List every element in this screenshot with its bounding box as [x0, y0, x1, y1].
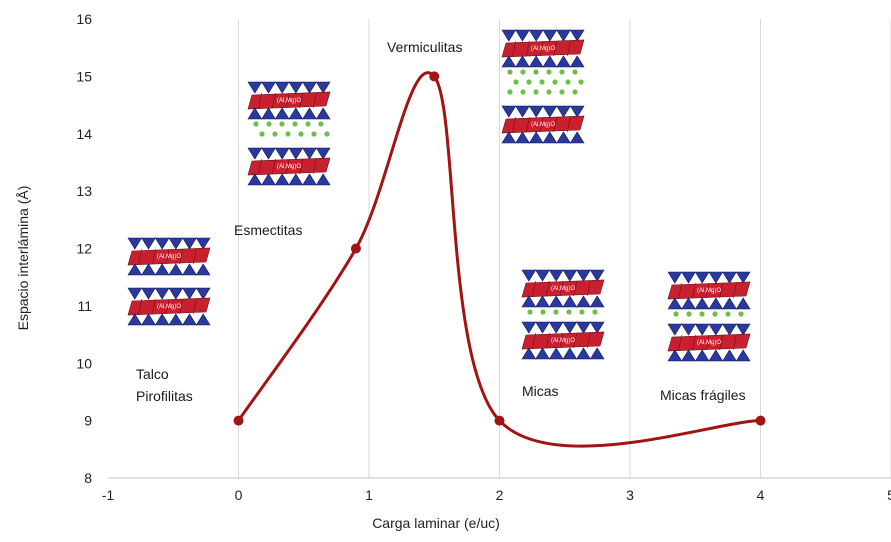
- micas-fragiles-structure: (Al,Mg)O (Al,Mg)O: [667, 271, 751, 362]
- annotations: Vermiculitas Esmectitas Talco Pirofilitas Mi…: [136, 39, 746, 404]
- grid-lines: [108, 19, 891, 479]
- x-tick-label: 3: [626, 487, 634, 503]
- data-point: [350, 243, 361, 254]
- x-tick-label: 5: [887, 487, 891, 503]
- x-tick-label: 4: [757, 487, 765, 503]
- y-tick-label: 11: [77, 298, 92, 314]
- annotation-label: Vermiculitas: [387, 39, 462, 55]
- y-tick-label: 12: [76, 241, 92, 257]
- y-tick-label: 13: [76, 183, 92, 199]
- svg-text:(Al,Mg)O: (Al,Mg)O: [697, 288, 721, 294]
- data-point: [755, 415, 766, 426]
- series-layer: [233, 71, 766, 448]
- x-tick-label: -1: [102, 487, 115, 503]
- svg-text:(Al,Mg)O: (Al,Mg)O: [277, 98, 301, 104]
- y-tick-label: 16: [76, 11, 92, 27]
- series-line: [237, 71, 761, 448]
- annotation-label: Micas: [522, 383, 559, 399]
- annotation-label: Talco: [136, 366, 169, 382]
- y-axis-label: Espacio interlámina (Å): [15, 186, 31, 331]
- svg-text:(Al,Mg)O: (Al,Mg)O: [551, 286, 575, 292]
- data-point: [429, 71, 440, 82]
- svg-text:(Al,Mg)O: (Al,Mg)O: [551, 338, 575, 344]
- annotation-label: Pirofilitas: [136, 388, 193, 404]
- y-tick-label: 14: [76, 126, 92, 142]
- annotation-label: Esmectitas: [234, 222, 302, 238]
- x-tick-label: 0: [235, 487, 243, 503]
- esmectitas-structure: (Al,Mg)O (Al,Mg)O: [247, 81, 331, 186]
- data-point: [494, 415, 505, 426]
- svg-text:(Al,Mg)O: (Al,Mg)O: [277, 164, 301, 170]
- micas-structure: (Al,Mg)O (Al,Mg)O: [521, 269, 605, 360]
- svg-text:(Al,Mg)O: (Al,Mg)O: [157, 304, 181, 310]
- svg-text:(Al,Mg)O: (Al,Mg)O: [531, 122, 555, 128]
- structure-illustrations: (Al,Mg)O(Al,Mg)O(Al,Mg)O(Al,Mg)O(Al,Mg)O…: [127, 29, 751, 362]
- y-tick-label: 8: [84, 470, 92, 486]
- vermiculitas-structure: (Al,Mg)O (Al,Mg)O: [501, 29, 585, 144]
- x-tick-label: 2: [496, 487, 504, 503]
- y-tick-label: 15: [76, 68, 92, 84]
- data-point: [233, 415, 244, 426]
- svg-text:(Al,Mg)O: (Al,Mg)O: [697, 340, 721, 346]
- y-axis-ticks: 8 9 10 11 12 13 14 15 16: [76, 11, 92, 486]
- svg-text:(Al,Mg)O: (Al,Mg)O: [157, 254, 181, 260]
- x-axis-label: Carga laminar (e/uc): [372, 515, 500, 531]
- svg-text:(Al,Mg)O: (Al,Mg)O: [531, 46, 555, 52]
- x-axis-ticks: -1 0 1 2 3 4 5: [102, 487, 891, 503]
- y-tick-label: 10: [76, 355, 92, 371]
- talco-pirofilitas-structure: (Al,Mg)O (Al,Mg)O: [127, 237, 211, 326]
- annotation-label: Micas frágiles: [660, 387, 746, 403]
- x-tick-label: 1: [365, 487, 373, 503]
- y-tick-label: 9: [84, 413, 92, 429]
